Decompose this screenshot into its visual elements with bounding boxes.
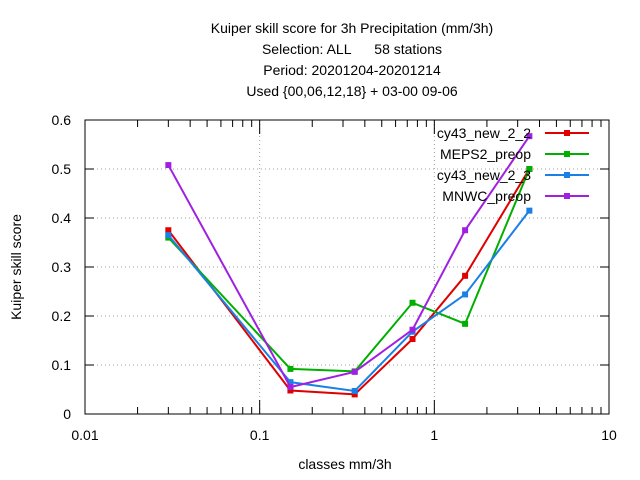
title-line-4: Used {00,06,12,18} + 03-00 09-06 [246,83,458,99]
legend-label: MEPS2_preop [440,146,531,162]
data-point [287,384,294,391]
legend-entry: MNWC_preop [442,188,589,204]
x-tick-label: 0.1 [250,427,270,443]
data-point [409,299,416,306]
data-point [462,320,469,327]
title-line-3: Period: 20201204-20201214 [263,62,441,78]
x-tick-label: 0.01 [71,427,98,443]
data-point [409,336,416,343]
legend-marker [564,151,570,157]
data-point [351,387,358,394]
y-tick-label: 0.4 [52,210,72,226]
axis-ticks [84,119,610,415]
data-point [462,227,469,234]
title-line-2: Selection: ALL 58 stations [262,41,442,57]
legend-marker [564,172,570,178]
series-layer [165,133,533,398]
x-axis-label: classes mm/3h [298,456,391,472]
data-point [287,379,294,386]
data-point [351,368,358,375]
y-tick-label: 0.3 [52,259,72,275]
y-axis-label: Kuiper skill score [8,214,24,320]
legend-entry: MEPS2_preop [440,146,589,162]
data-point [351,391,358,398]
tick-labels: 0 0.1 0.2 0.3 0.4 0.5 0.6 0.01 0.1 1 10 [52,112,617,443]
legend-label: cy43_new_2_2 [437,125,531,141]
series-MNWC_preop [165,133,533,391]
legend-label: cy43_new_2_3 [437,167,531,183]
series-line [167,168,531,373]
data-point [287,365,294,372]
series-line [167,168,531,396]
data-point [287,387,294,394]
y-tick-label: 0.5 [52,161,72,177]
legend-label: MNWC_preop [442,188,531,204]
series-cy43_new_2_3 [165,207,533,394]
legend-entry: cy43_new_2_3 [437,167,589,183]
y-tick-label: 0 [63,406,71,422]
legend: cy43_new_2_2 MEPS2_preop cy43_new_2_3 MNWC_… [437,125,589,204]
legend-marker [564,193,570,199]
grid [85,120,609,414]
x-tick-label: 1 [430,427,438,443]
data-point [462,291,469,298]
data-point [526,207,533,214]
x-tick-label: 10 [601,427,617,443]
data-point [165,227,172,234]
data-point [409,326,416,333]
chart-title: Kuiper skill score for 3h Precipitation … [211,20,493,99]
legend-entry: cy43_new_2_2 [437,125,589,141]
data-point [165,232,172,239]
series-line [167,210,531,393]
data-point [462,272,469,279]
series-line [167,135,531,389]
y-tick-label: 0.6 [52,112,72,128]
y-tick-label: 0.2 [52,308,72,324]
data-point [526,166,533,172]
title-line-1: Kuiper skill score for 3h Precipitation … [211,20,493,36]
data-point [526,133,533,140]
data-point [165,162,172,169]
y-tick-label: 0.1 [52,357,72,373]
legend-marker [564,130,570,136]
plot-frame [84,119,610,415]
